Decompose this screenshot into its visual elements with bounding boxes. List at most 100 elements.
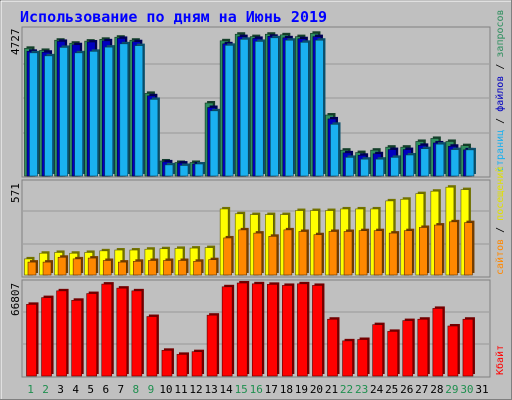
bar-bars-requests-3-day-30 — [465, 149, 475, 177]
day-label-12: 12 — [189, 383, 202, 396]
panel-kbytes: 66807 — [9, 279, 491, 378]
day-label-15: 15 — [235, 383, 248, 396]
bar-bars-requests-3-day-20 — [315, 39, 324, 177]
day-label-18: 18 — [280, 383, 293, 396]
bar-bars-kbytes-1-day-1 — [26, 304, 37, 377]
day-label-30: 30 — [460, 383, 473, 396]
bar-bars-kbytes-1-day-25 — [387, 331, 399, 377]
bar-bars-requests-3-day-11 — [179, 165, 189, 177]
bar-bars-visits-2-day-23 — [358, 230, 368, 276]
day-label-21: 21 — [325, 383, 338, 396]
bar-bars-requests-3-day-7 — [119, 43, 129, 177]
bar-bars-kbytes-1-day-6 — [101, 283, 113, 377]
day-label-1: 1 — [27, 383, 34, 396]
day-label-17: 17 — [265, 383, 278, 396]
bar-bars-kbytes-1-day-26 — [402, 320, 414, 377]
panel-visits-max-label: 571 — [9, 183, 22, 203]
bar-bars-requests-3-day-19 — [300, 42, 309, 177]
day-label-26: 26 — [400, 383, 413, 396]
day-label-22: 22 — [340, 383, 353, 396]
bar-bars-visits-2-day-18 — [283, 229, 293, 276]
bar-bars-kbytes-1-day-5 — [86, 293, 97, 377]
bar-bars-kbytes-1-day-21 — [327, 318, 338, 377]
day-label-28: 28 — [430, 383, 443, 396]
bar-bars-visits-2-day-5 — [87, 257, 97, 276]
bar-bars-kbytes-1-day-12 — [191, 351, 203, 377]
bar-bars-requests-3-day-27 — [420, 148, 430, 177]
panel-requests-bars — [24, 31, 476, 177]
day-label-8: 8 — [133, 383, 140, 396]
bar-bars-kbytes-1-day-16 — [251, 283, 263, 377]
legend-kbytes: Кбайт — [494, 345, 506, 375]
bar-bars-requests-3-day-21 — [330, 124, 339, 177]
day-label-14: 14 — [220, 383, 234, 396]
bar-bars-visits-2-day-28 — [434, 224, 443, 276]
bar-bars-visits-2-day-12 — [193, 261, 202, 276]
bar-bars-visits-2-day-27 — [418, 227, 428, 276]
day-label-25: 25 — [385, 383, 398, 396]
legend-requests-item-pages: страниц — [495, 130, 506, 172]
bar-bars-requests-3-day-13 — [209, 110, 219, 177]
bar-bars-requests-3-day-9 — [149, 99, 159, 177]
bar-bars-visits-2-day-17 — [268, 236, 278, 276]
bar-bars-kbytes-1-day-30 — [462, 318, 474, 377]
bar-bars-requests-3-day-29 — [450, 149, 460, 177]
bar-bars-visits-2-day-13 — [208, 259, 217, 276]
bar-bars-kbytes-1-day-15 — [236, 282, 248, 377]
day-label-23: 23 — [355, 383, 368, 396]
bar-bars-requests-3-day-23 — [360, 158, 369, 177]
bar-bars-requests-3-day-12 — [194, 163, 204, 177]
legend-visits-item-sites: сайтов — [494, 239, 506, 275]
bar-bars-requests-3-day-3 — [59, 47, 68, 177]
day-label-20: 20 — [310, 383, 323, 396]
bar-bars-requests-3-day-15 — [239, 39, 249, 177]
day-label-13: 13 — [204, 383, 217, 396]
bar-bars-visits-2-day-30 — [464, 222, 473, 276]
chart-title: Использование по дням на Июнь 2019 — [20, 8, 327, 26]
bar-bars-kbytes-1-day-29 — [447, 325, 459, 377]
legend-kbytes-item: Кбайт — [494, 345, 506, 375]
bar-bars-kbytes-1-day-13 — [206, 314, 218, 377]
legend-requests-sep-2: / — [495, 58, 506, 76]
panel-requests: 4727 — [9, 26, 491, 178]
bar-bars-kbytes-1-day-10 — [161, 350, 173, 377]
bar-bars-requests-3-day-5 — [89, 51, 98, 177]
legend-visits-sep: / — [495, 221, 506, 239]
legend-visits-item-visits: посещений — [494, 167, 506, 221]
bar-bars-requests-3-day-28 — [435, 143, 445, 177]
bar-bars-visits-2-day-26 — [403, 230, 413, 276]
bar-bars-requests-3-day-4 — [74, 52, 83, 177]
bar-bars-kbytes-1-day-27 — [417, 318, 429, 377]
day-label-16: 16 — [250, 383, 263, 396]
bar-bars-kbytes-1-day-18 — [282, 285, 293, 377]
bar-bars-kbytes-1-day-28 — [432, 308, 444, 377]
bar-bars-requests-3-day-14 — [224, 45, 234, 177]
bar-bars-visits-2-day-8 — [133, 261, 142, 276]
bar-bars-visits-2-day-11 — [178, 260, 187, 276]
day-label-11: 11 — [174, 383, 187, 396]
panel-requests-max-label: 4727 — [9, 29, 22, 56]
bar-bars-kbytes-1-day-4 — [71, 300, 82, 377]
bar-bars-visits-2-day-6 — [102, 260, 112, 276]
bar-bars-visits-2-day-29 — [449, 221, 458, 276]
bar-bars-requests-3-day-2 — [44, 55, 53, 177]
bar-bars-requests-3-day-26 — [405, 154, 415, 177]
panel-visits: 571 — [9, 179, 491, 278]
bar-bars-visits-2-day-10 — [163, 260, 172, 276]
bar-bars-kbytes-1-day-9 — [146, 316, 158, 377]
bar-bars-visits-2-day-16 — [253, 232, 263, 276]
bar-bars-visits-2-day-24 — [373, 230, 383, 276]
bar-bars-kbytes-1-day-11 — [176, 354, 188, 377]
bar-bars-requests-3-day-1 — [29, 52, 38, 177]
legend-requests-item-files: файлов — [494, 76, 506, 112]
bar-bars-kbytes-1-day-7 — [116, 287, 128, 377]
day-label-4: 4 — [72, 383, 79, 396]
bar-bars-visits-2-day-4 — [72, 258, 82, 276]
day-label-5: 5 — [87, 383, 94, 396]
panel-visits-bars — [24, 185, 475, 276]
bar-bars-kbytes-1-day-20 — [312, 285, 323, 377]
day-label-7: 7 — [117, 383, 124, 396]
bar-bars-requests-3-day-6 — [104, 46, 114, 177]
bar-bars-kbytes-1-day-19 — [297, 283, 308, 377]
